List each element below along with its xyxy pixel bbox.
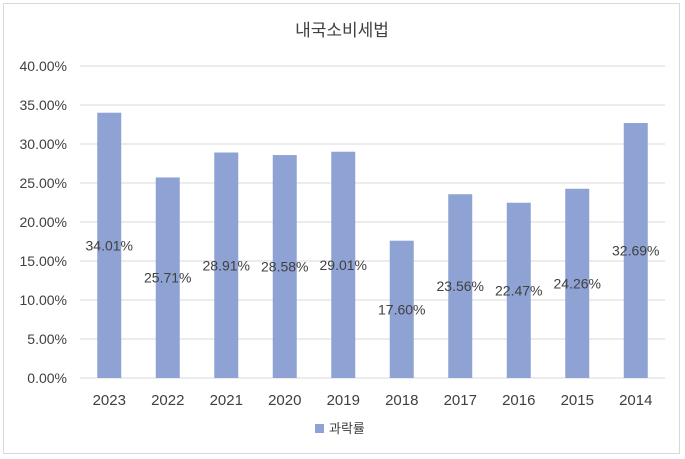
x-tick-label: 2023 [93, 392, 126, 409]
legend: 과락률 [315, 422, 365, 437]
chart-title: 내국소비세법 [295, 21, 389, 41]
bar [506, 202, 531, 378]
data-label: 34.01% [86, 237, 133, 253]
bar [214, 152, 239, 378]
y-tick-label: 5.00% [27, 331, 67, 347]
y-tick-label: 20.00% [20, 214, 67, 230]
x-tick-label: 2017 [444, 392, 477, 409]
bar [565, 188, 590, 378]
data-label: 25.71% [144, 270, 191, 286]
data-label: 23.56% [437, 278, 484, 294]
legend-swatch [315, 424, 324, 433]
x-tick-label: 2014 [619, 392, 652, 409]
y-tick-label: 15.00% [20, 253, 67, 269]
data-label: 17.60% [378, 301, 425, 317]
x-tick-label: 2016 [502, 392, 535, 409]
y-tick-label: 35.00% [20, 97, 67, 113]
y-tick-label: 0.00% [27, 370, 67, 386]
data-label: 24.26% [554, 275, 601, 291]
legend-label: 과락률 [329, 422, 365, 437]
x-tick-label: 2022 [151, 392, 184, 409]
bar [97, 112, 122, 379]
y-tick-label: 25.00% [20, 175, 67, 191]
bar [272, 155, 297, 378]
y-tick-label: 10.00% [20, 292, 67, 308]
data-label: 28.91% [203, 257, 250, 273]
data-label: 32.69% [612, 243, 659, 259]
bars [97, 112, 648, 379]
bar [331, 151, 356, 378]
bar [448, 194, 473, 378]
x-tick-label: 2020 [268, 392, 301, 409]
x-tick-label: 2015 [561, 392, 594, 409]
data-labels: 34.01% 25.71% 28.91% 28.58% 29.01% 17.60% 23.5… [86, 237, 660, 317]
x-axis-ticks: 2023 2022 2021 2020 2019 2018 2017 2016 2015 2014 [93, 392, 653, 409]
y-axis-ticks: 0.00% 5.00% 10.00% 15.00% 20.00% 25.00% 30.00%… [20, 58, 67, 386]
y-tick-label: 30.00% [20, 136, 67, 152]
bar [155, 177, 180, 378]
data-label: 22.47% [495, 282, 542, 298]
bar [623, 123, 648, 378]
x-tick-label: 2021 [210, 392, 243, 409]
x-tick-label: 2018 [385, 392, 418, 409]
data-label: 29.01% [320, 257, 367, 273]
x-tick-label: 2019 [327, 392, 360, 409]
y-tick-label: 40.00% [20, 58, 67, 74]
data-label: 28.58% [261, 259, 308, 275]
bar [389, 240, 414, 378]
